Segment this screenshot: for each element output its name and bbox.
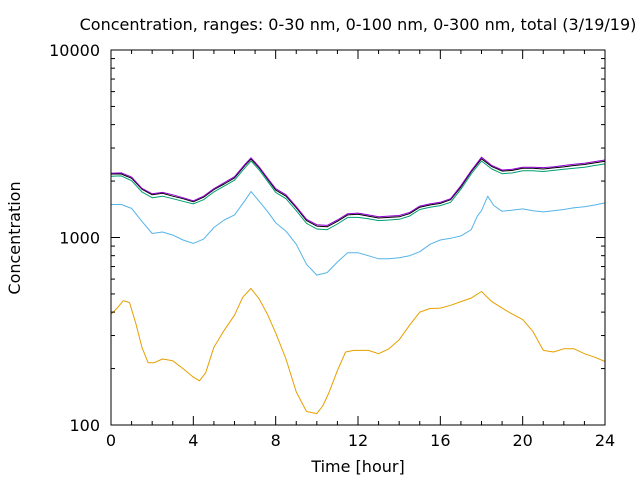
x-tick-label: 20 xyxy=(512,431,532,450)
x-tick-label: 8 xyxy=(271,431,281,450)
x-tick-label: 12 xyxy=(348,431,368,450)
tick-labels: 0 4 8 12 16 20 24 100 1000 10000 xyxy=(49,41,615,450)
y-tick-label: 10000 xyxy=(49,41,100,60)
series-line-2 xyxy=(111,191,606,276)
series-line-1 xyxy=(110,287,606,415)
axis-ticks xyxy=(110,49,606,426)
x-tick-label: 24 xyxy=(595,431,615,450)
x-tick-label: 16 xyxy=(430,431,450,450)
plot-area xyxy=(110,156,606,415)
series-line-3 xyxy=(110,160,606,231)
plot-frame xyxy=(110,49,606,426)
x-tick-label: 4 xyxy=(188,431,198,450)
x-tick-label: 0 xyxy=(106,431,116,450)
series-line-4 xyxy=(111,158,606,228)
chart-title: Concentration, ranges: 0-30 nm, 0-100 nm… xyxy=(80,15,637,34)
y-tick-label: 1000 xyxy=(59,229,100,248)
x-axis-label: Time [hour] xyxy=(310,457,404,476)
y-tick-label: 100 xyxy=(69,416,100,435)
series-line-5 xyxy=(110,156,606,226)
y-axis-label: Concentration xyxy=(5,181,24,294)
